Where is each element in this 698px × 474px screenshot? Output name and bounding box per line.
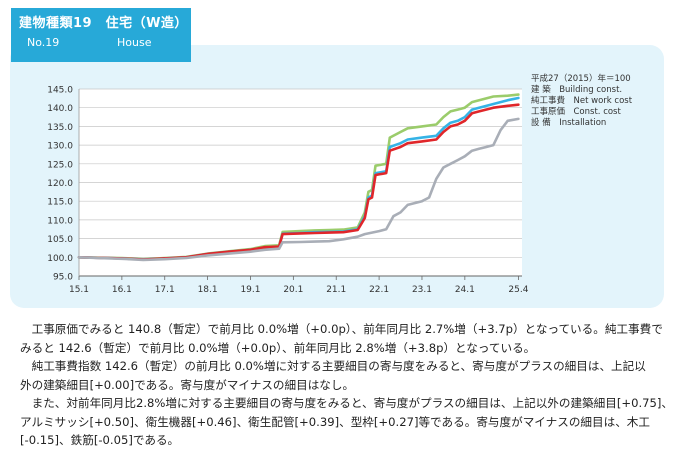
x-tick-label: 15.1 <box>69 285 89 295</box>
x-tick-label: 23.1 <box>412 285 432 295</box>
title-bar: 建物種類19 住宅（W造） No.19 House <box>11 8 191 62</box>
y-tick-label: 100.0 <box>47 254 73 264</box>
x-tick-label: 24.1 <box>455 285 475 295</box>
building-name-en: House <box>117 36 152 49</box>
legend-item-installation: 設 備 Installation <box>531 118 607 128</box>
commentary-line: また、対前年同月比2.8%増に対する主要細目の寄与度をみると、寄与度がプラスの細… <box>31 396 674 410</box>
y-tick-label: 140.0 <box>47 104 73 114</box>
commentary: 工事原価でみると 140.8（暫定）で前月比 0.0%増（+0.0p）、前年同月… <box>20 320 690 450</box>
commentary-line: 外の建築細目[+0.00]である。寄与度がマイナスの細目はなし。 <box>20 377 355 392</box>
legend-item-net-work-cost: 純工事費 Net work cost <box>531 96 633 106</box>
chart-panel: 95.0 100.0 105.0 110.0 115.0 120.0 125.0 130.0 1… <box>10 45 664 308</box>
legend-base-year: 平成27（2015）年＝100 <box>531 74 631 84</box>
y-tick-label: 145.0 <box>47 86 73 96</box>
y-tick-label: 135.0 <box>47 123 73 133</box>
y-tick-label: 110.0 <box>47 216 73 226</box>
x-tick-label: 20.1 <box>283 285 303 295</box>
y-tick-label: 115.0 <box>47 198 73 208</box>
y-tick-label: 130.0 <box>47 142 73 152</box>
series-line-3 <box>77 117 520 262</box>
line-chart: 95.0 100.0 105.0 110.0 115.0 120.0 125.0 130.0 1… <box>47 86 528 296</box>
x-tick-label: 18.1 <box>198 285 218 295</box>
x-tick-label: 19.1 <box>240 285 260 295</box>
series-line-2 <box>77 103 520 261</box>
x-tick-label: 17.1 <box>155 285 175 295</box>
legend-item-const-cost: 工事原価 Const. cost <box>531 107 621 117</box>
building-number: No.19 <box>27 36 60 49</box>
x-tick-label: 16.1 <box>112 285 132 295</box>
commentary-line: 工事原価でみると 140.8（暫定）で前月比 0.0%増（+0.0p）、前年同月… <box>31 322 663 336</box>
commentary-line: [-0.15]、鉄筋[-0.05]である。 <box>20 433 180 447</box>
y-tick-label: 125.0 <box>47 160 73 170</box>
y-tick-label: 95.0 <box>53 273 73 283</box>
y-tick-label: 105.0 <box>47 235 73 245</box>
x-tick-label: 22.1 <box>369 285 389 295</box>
x-tick-label: 25.4 <box>508 285 528 295</box>
legend-item-building: 建 築 Building const. <box>531 85 623 95</box>
commentary-line: 純工事費指数 142.6（暫定）の前月比 0.0%増に対する主要細目の寄与度をみ… <box>31 359 646 373</box>
page-title: 建物種類19 住宅（W造） <box>19 16 188 31</box>
commentary-line: アルミサッシ[+0.50]、衛生機器[+0.46]、衛生配管[+0.39]、型枠… <box>20 414 650 429</box>
y-tick-label: 120.0 <box>47 179 73 189</box>
chart-legend: 平成27（2015）年＝100 建 築 Building const. 純工事費… <box>531 74 632 129</box>
x-tick-label: 21.1 <box>326 285 346 295</box>
commentary-line: みると 142.6（暫定）で前月比 0.0%増（+0.0p）、前年同月比 2.8… <box>20 340 536 355</box>
